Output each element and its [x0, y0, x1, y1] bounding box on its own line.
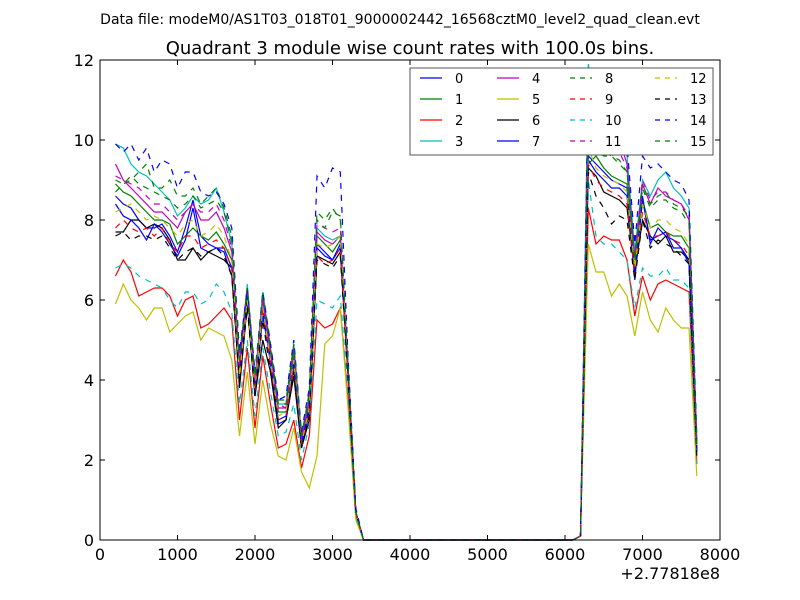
- legend-label-10: 10: [605, 114, 622, 129]
- x-tick-label: 5000: [467, 545, 508, 564]
- legend-label-6: 6: [532, 114, 540, 129]
- legend-label-9: 9: [605, 93, 613, 108]
- legend-label-12: 12: [690, 72, 707, 87]
- legend-label-15: 15: [690, 135, 707, 150]
- series-line-10: [115, 179, 698, 541]
- legend-label-2: 2: [455, 114, 463, 129]
- legend-label-7: 7: [532, 135, 540, 150]
- series-line-6: [115, 166, 698, 541]
- x-tick-label: 0: [95, 545, 105, 564]
- series-line-5: [114, 243, 698, 541]
- series-line-13: [115, 171, 698, 541]
- y-tick-label: 8: [84, 211, 94, 230]
- datafile-label: Data file: modeM0/AS1T03_018T01_90000024…: [100, 12, 700, 28]
- legend-label-1: 1: [455, 93, 463, 108]
- chart-title: Quadrant 3 module wise count rates with …: [166, 38, 655, 59]
- x-tick-label: 4000: [390, 545, 431, 564]
- x-tick-label: 8000: [700, 545, 741, 564]
- legend-label-8: 8: [605, 72, 613, 87]
- x-tick-label: 1000: [157, 545, 198, 564]
- series-line-7: [114, 158, 698, 541]
- series-line-0: [115, 154, 698, 541]
- legend-label-13: 13: [690, 93, 707, 108]
- legend-label-5: 5: [532, 93, 540, 108]
- legend-label-14: 14: [690, 114, 707, 129]
- legend-label-0: 0: [455, 72, 463, 87]
- x-offset-label: +2.77818e8: [620, 564, 720, 583]
- legend-label-11: 11: [605, 135, 622, 150]
- x-tick-label: 2000: [235, 545, 276, 564]
- y-tick-label: 2: [84, 451, 94, 470]
- legend-label-3: 3: [455, 135, 463, 150]
- x-tick-label: 6000: [545, 545, 586, 564]
- series-line-1: [115, 155, 698, 541]
- series-line-11: [115, 115, 698, 541]
- x-tick-label: 7000: [622, 545, 663, 564]
- y-tick-label: 4: [84, 371, 94, 390]
- legend-box: [409, 67, 714, 156]
- legend-label-4: 4: [532, 72, 540, 87]
- y-tick-label: 12: [74, 51, 94, 70]
- series-line-4: [114, 107, 698, 541]
- y-tick-label: 6: [84, 291, 94, 310]
- series-line-9: [115, 163, 698, 541]
- y-tick-label: 0: [84, 531, 94, 550]
- x-tick-label: 3000: [312, 545, 353, 564]
- axis-ticks-group: 0 1000 2000 3000 4000 5000 6000 7000 80000246810…: [74, 51, 741, 564]
- y-tick-label: 10: [74, 131, 94, 150]
